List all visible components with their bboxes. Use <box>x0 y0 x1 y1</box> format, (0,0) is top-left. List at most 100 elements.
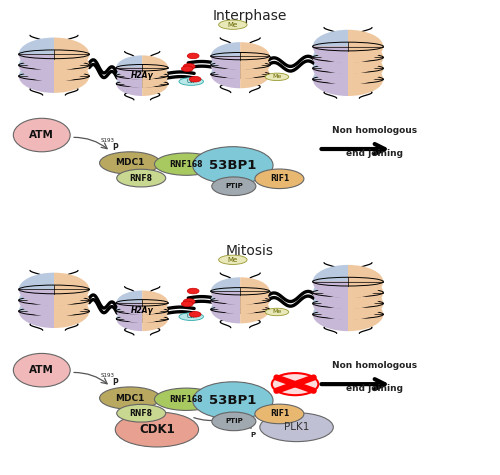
Circle shape <box>184 299 195 304</box>
Text: Me: Me <box>228 22 238 28</box>
Wedge shape <box>54 38 90 54</box>
Wedge shape <box>240 56 270 70</box>
Wedge shape <box>312 282 348 298</box>
Wedge shape <box>18 289 54 306</box>
Ellipse shape <box>14 118 70 152</box>
Wedge shape <box>312 287 348 304</box>
Text: H2Aγ: H2Aγ <box>131 306 154 315</box>
Text: MDC1: MDC1 <box>116 394 144 403</box>
Ellipse shape <box>116 300 168 306</box>
Wedge shape <box>54 284 90 300</box>
Wedge shape <box>142 71 168 84</box>
Wedge shape <box>348 57 384 74</box>
Wedge shape <box>240 277 270 291</box>
Ellipse shape <box>192 147 273 184</box>
Text: Ub: Ub <box>187 79 196 84</box>
Wedge shape <box>211 42 240 56</box>
Wedge shape <box>54 48 90 65</box>
Wedge shape <box>348 276 384 293</box>
Wedge shape <box>348 293 384 309</box>
Wedge shape <box>240 309 270 323</box>
Text: CDK1: CDK1 <box>139 423 175 436</box>
Wedge shape <box>348 314 384 331</box>
Ellipse shape <box>212 412 256 431</box>
Circle shape <box>272 373 318 395</box>
Ellipse shape <box>218 255 247 265</box>
Wedge shape <box>348 41 384 57</box>
Ellipse shape <box>211 53 270 60</box>
Text: MDC1: MDC1 <box>116 159 144 168</box>
Wedge shape <box>211 277 240 291</box>
Wedge shape <box>54 289 90 306</box>
Wedge shape <box>240 295 270 309</box>
Wedge shape <box>142 68 168 80</box>
Wedge shape <box>348 68 384 85</box>
Wedge shape <box>312 314 348 331</box>
Wedge shape <box>18 48 54 65</box>
Ellipse shape <box>211 306 270 313</box>
Ellipse shape <box>18 61 90 69</box>
Ellipse shape <box>179 313 204 321</box>
Wedge shape <box>18 284 54 300</box>
Text: P: P <box>112 143 118 152</box>
Wedge shape <box>54 65 90 82</box>
Wedge shape <box>312 63 348 79</box>
Wedge shape <box>312 68 348 85</box>
Wedge shape <box>312 298 348 314</box>
Text: ATM: ATM <box>30 130 54 140</box>
Wedge shape <box>312 30 348 47</box>
Wedge shape <box>142 319 168 331</box>
Ellipse shape <box>14 353 70 387</box>
Wedge shape <box>18 54 54 71</box>
Text: 53BP1: 53BP1 <box>209 394 256 407</box>
Wedge shape <box>54 311 90 328</box>
Text: RNF8: RNF8 <box>130 408 152 418</box>
Wedge shape <box>18 300 54 317</box>
Text: Mitosis: Mitosis <box>226 245 274 258</box>
Wedge shape <box>116 68 142 80</box>
Text: S193: S193 <box>101 138 115 143</box>
Ellipse shape <box>312 53 384 62</box>
Wedge shape <box>348 52 384 68</box>
Wedge shape <box>240 51 270 65</box>
Wedge shape <box>142 84 168 96</box>
Text: end joining: end joining <box>346 384 404 393</box>
Wedge shape <box>18 311 54 328</box>
Ellipse shape <box>312 299 384 308</box>
Ellipse shape <box>218 20 247 29</box>
Text: 53BP1: 53BP1 <box>209 159 256 172</box>
Text: H2Aγ: H2Aγ <box>131 71 154 80</box>
Text: P: P <box>190 395 194 400</box>
Wedge shape <box>240 42 270 56</box>
Wedge shape <box>240 74 270 88</box>
Text: RNF8: RNF8 <box>130 173 152 182</box>
Wedge shape <box>116 298 142 311</box>
Text: Ub: Ub <box>187 314 196 319</box>
Wedge shape <box>54 59 90 76</box>
Text: Me: Me <box>228 257 238 263</box>
Ellipse shape <box>18 72 90 80</box>
Text: ATM: ATM <box>30 365 54 375</box>
Wedge shape <box>211 65 240 79</box>
Text: Interphase: Interphase <box>213 10 287 23</box>
Wedge shape <box>18 294 54 311</box>
Text: S1618: S1618 <box>280 407 296 412</box>
Wedge shape <box>312 276 348 293</box>
Wedge shape <box>54 294 90 311</box>
Ellipse shape <box>312 288 384 297</box>
Wedge shape <box>18 59 54 76</box>
Text: RNF168: RNF168 <box>170 395 203 404</box>
Wedge shape <box>348 282 384 298</box>
Ellipse shape <box>255 169 304 189</box>
Wedge shape <box>348 63 384 79</box>
Wedge shape <box>142 311 168 323</box>
Wedge shape <box>240 60 270 74</box>
Ellipse shape <box>18 296 90 304</box>
Wedge shape <box>312 41 348 57</box>
Text: S380: S380 <box>240 426 254 430</box>
Ellipse shape <box>179 78 204 86</box>
Ellipse shape <box>312 42 384 51</box>
Ellipse shape <box>116 80 168 87</box>
Ellipse shape <box>192 382 273 419</box>
Wedge shape <box>142 298 168 311</box>
